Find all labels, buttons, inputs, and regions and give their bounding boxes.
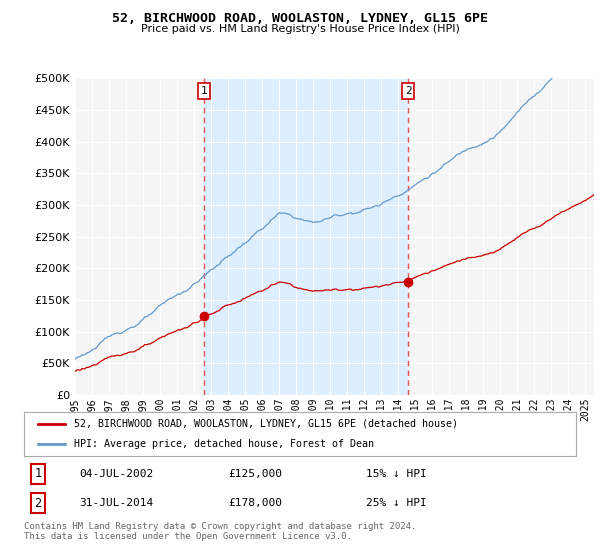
Text: 52, BIRCHWOOD ROAD, WOOLASTON, LYDNEY, GL15 6PE (detached house): 52, BIRCHWOOD ROAD, WOOLASTON, LYDNEY, G… xyxy=(74,419,458,429)
Text: Price paid vs. HM Land Registry's House Price Index (HPI): Price paid vs. HM Land Registry's House … xyxy=(140,24,460,34)
Text: 04-JUL-2002: 04-JUL-2002 xyxy=(79,469,154,479)
Text: 15% ↓ HPI: 15% ↓ HPI xyxy=(366,469,427,479)
Text: Contains HM Land Registry data © Crown copyright and database right 2024.
This d: Contains HM Land Registry data © Crown c… xyxy=(24,522,416,542)
Bar xyxy=(204,78,408,395)
Text: £178,000: £178,000 xyxy=(228,498,282,508)
Text: HPI: Average price, detached house, Forest of Dean: HPI: Average price, detached house, Fore… xyxy=(74,439,374,449)
Text: 1: 1 xyxy=(34,468,41,480)
Text: £125,000: £125,000 xyxy=(228,469,282,479)
Text: 1: 1 xyxy=(200,86,208,96)
Text: 31-JUL-2014: 31-JUL-2014 xyxy=(79,498,154,508)
Text: 2: 2 xyxy=(34,497,41,510)
Text: 2: 2 xyxy=(405,86,412,96)
Text: 52, BIRCHWOOD ROAD, WOOLASTON, LYDNEY, GL15 6PE: 52, BIRCHWOOD ROAD, WOOLASTON, LYDNEY, G… xyxy=(112,12,488,25)
Text: 25% ↓ HPI: 25% ↓ HPI xyxy=(366,498,427,508)
